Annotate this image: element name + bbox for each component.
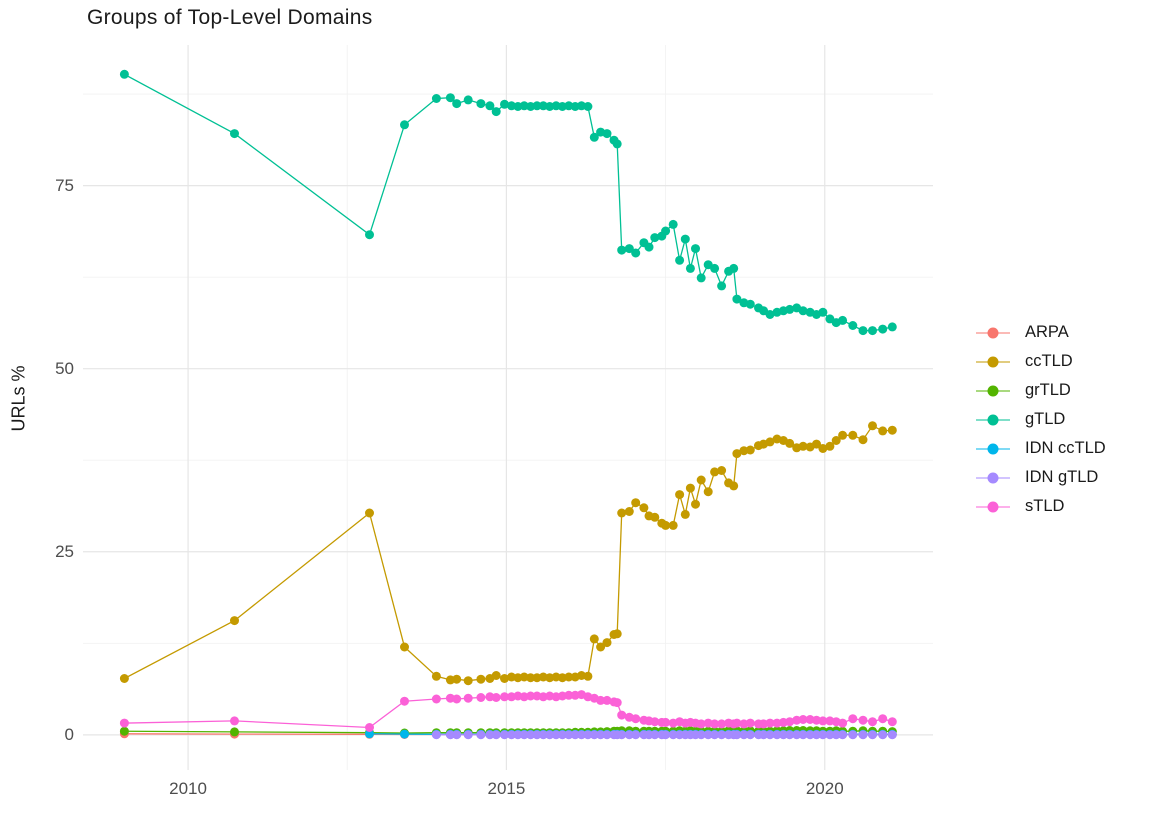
x-tick-label: 2020 — [805, 779, 844, 798]
legend-key-stld — [976, 500, 1010, 514]
legend-label: sTLD — [1025, 497, 1065, 515]
y-tick-label: 75 — [55, 175, 74, 195]
series-gtld-points — [119, 69, 897, 336]
legend-item-stld: sTLD — [976, 492, 1106, 521]
series-stld-points — [119, 690, 897, 732]
legend-key-cctld — [976, 355, 1010, 369]
legend-item-gtld: gTLD — [976, 405, 1106, 434]
legend-label: ccTLD — [1025, 352, 1073, 370]
chart-title: Groups of Top-Level Domains — [87, 6, 373, 29]
legend-point-icon — [987, 385, 999, 396]
x-tick-label: 2015 — [487, 779, 526, 798]
y-tick-label: 25 — [55, 541, 74, 561]
series-gtld-line — [124, 73, 893, 332]
legend-point-icon — [987, 356, 999, 367]
legend-point-icon — [987, 501, 999, 512]
series-cctld-points — [119, 421, 897, 686]
legend-label: IDN ccTLD — [1025, 439, 1106, 457]
grid-major — [83, 45, 933, 770]
legend-key-idn-cctld — [976, 442, 1010, 456]
y-tick-label: 50 — [55, 358, 74, 378]
legend-point-icon — [987, 472, 999, 483]
legend-key-idn-gtld — [976, 471, 1010, 485]
x-tick-label: 2010 — [169, 779, 207, 798]
y-tick-label: 0 — [64, 724, 74, 744]
grid-minor — [83, 45, 933, 770]
legend-point-icon — [987, 443, 999, 454]
legend-item-cctld: ccTLD — [976, 347, 1106, 376]
legend-key-arpa — [976, 326, 1010, 340]
legend-item-idn-cctld: IDN ccTLD — [976, 434, 1106, 463]
legend-point-icon — [987, 327, 999, 338]
legend-label: gTLD — [1025, 410, 1066, 428]
legend-item-idn-gtld: IDN gTLD — [976, 463, 1106, 492]
legend: ARPA ccTLD grTLD gTLD IDN ccTLD IDN gTLD sTLD — [976, 318, 1106, 521]
series-idn-gtld-points — [431, 730, 897, 740]
legend-key-gtld — [976, 413, 1010, 427]
legend-label: IDN gTLD — [1025, 468, 1099, 486]
legend-item-arpa: ARPA — [976, 318, 1106, 347]
legend-key-grtld — [976, 384, 1010, 398]
series-cctld-line — [124, 424, 893, 682]
legend-point-icon — [987, 414, 999, 425]
legend-item-grtld: grTLD — [976, 376, 1106, 405]
legend-label: ARPA — [1025, 323, 1069, 341]
legend-label: grTLD — [1025, 381, 1071, 399]
